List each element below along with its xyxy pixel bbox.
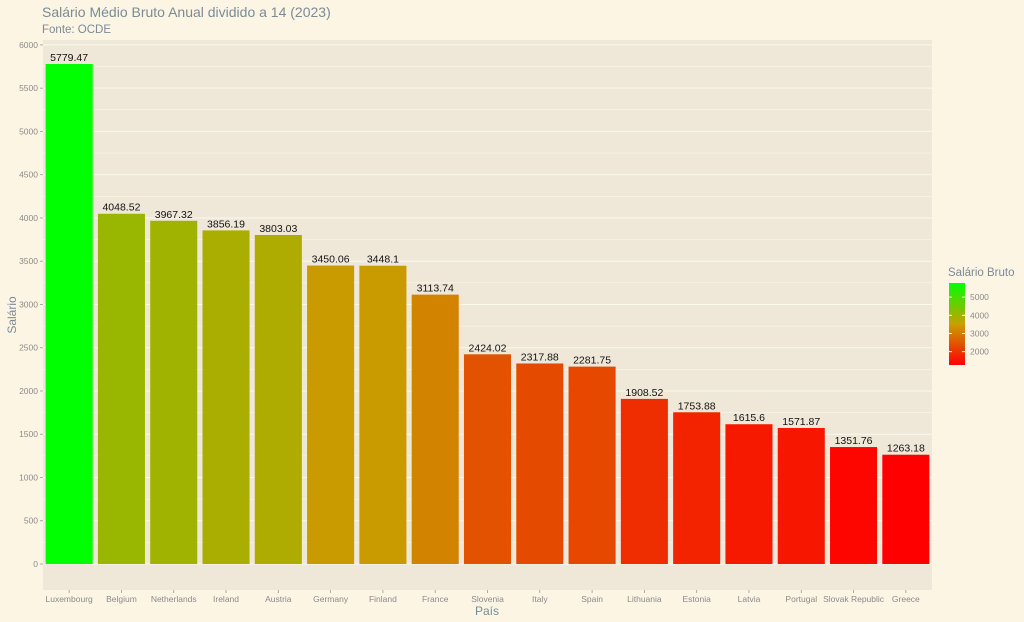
x-tick-label: Finland bbox=[369, 594, 397, 604]
y-tick-label: 4000 bbox=[19, 213, 38, 223]
data-label: 3450.06 bbox=[312, 254, 350, 266]
data-label: 3856.19 bbox=[207, 218, 245, 230]
data-label: 5779.47 bbox=[50, 52, 88, 64]
bar-finland bbox=[359, 265, 407, 564]
legend-tick-label: 4000 bbox=[970, 310, 989, 320]
y-tick-label: 500 bbox=[24, 516, 38, 526]
x-tick-label: Germany bbox=[313, 594, 349, 604]
bar-latvia bbox=[725, 424, 773, 564]
color-legend: Salário Bruto 2000 3000 4000 5000 bbox=[948, 267, 1014, 365]
chart-subtitle: Fonte: OCDE bbox=[42, 24, 111, 36]
y-tick-label: 3500 bbox=[19, 256, 38, 266]
y-axis-title: Salário bbox=[5, 296, 19, 334]
data-label: 1263.18 bbox=[887, 443, 925, 455]
x-tick-label: Slovenia bbox=[471, 594, 504, 604]
data-label: 4048.52 bbox=[102, 202, 140, 214]
y-tick-label: 0 bbox=[33, 559, 38, 569]
bar-spain bbox=[568, 366, 616, 564]
x-tick-label: Lithuania bbox=[627, 594, 662, 604]
bar-greece bbox=[882, 454, 930, 564]
y-tick-label: 3000 bbox=[19, 299, 38, 309]
y-tick-label: 1000 bbox=[19, 472, 38, 482]
bar-netherlands bbox=[150, 220, 198, 564]
x-tick-label: Belgium bbox=[106, 594, 137, 604]
data-label: 1571.87 bbox=[782, 416, 820, 428]
data-label: 1615.6 bbox=[733, 412, 765, 424]
legend-tick-label: 2000 bbox=[970, 347, 989, 357]
x-tick-label: France bbox=[422, 594, 449, 604]
bar-estonia bbox=[673, 412, 721, 564]
chart-title: Salário Médio Bruto Anual dividido a 14 … bbox=[42, 4, 331, 20]
data-label: 3113.74 bbox=[417, 283, 454, 295]
bar-ireland bbox=[202, 230, 250, 564]
bar-belgium bbox=[97, 213, 145, 565]
y-tick-label: 6000 bbox=[19, 40, 38, 50]
bar-lithuania bbox=[620, 398, 668, 564]
bar-portugal bbox=[777, 428, 825, 564]
data-label: 2281.75 bbox=[573, 355, 611, 367]
bar-france bbox=[411, 294, 459, 564]
legend-tick-label: 3000 bbox=[970, 328, 989, 338]
data-label: 3448.1 bbox=[367, 254, 399, 266]
data-label: 1351.76 bbox=[835, 435, 873, 447]
bar-slovenia bbox=[463, 354, 512, 564]
data-label: 1753.88 bbox=[678, 400, 716, 412]
legend-ticks: 2000 3000 4000 5000 bbox=[949, 292, 989, 357]
x-tick-label: Luxembourg bbox=[46, 594, 94, 604]
x-tick-label: Latvia bbox=[738, 594, 761, 604]
legend-tick-label: 5000 bbox=[970, 292, 989, 302]
y-tick-label: 5000 bbox=[19, 126, 38, 136]
x-tick-label: Netherlands bbox=[151, 594, 197, 604]
legend-title: Salário Bruto bbox=[948, 267, 1014, 279]
bar-austria bbox=[254, 234, 302, 565]
data-label: 1908.52 bbox=[625, 387, 663, 399]
x-tick-label: Italy bbox=[532, 594, 548, 604]
y-tick-label: 1500 bbox=[19, 429, 38, 439]
x-tick-label: Greece bbox=[892, 594, 920, 604]
data-labels: 5779.47 4048.52 3967.32 3856.19 3803.03 3450.… bbox=[50, 52, 925, 455]
data-label: 3803.03 bbox=[259, 223, 297, 235]
bar-slovak-republic bbox=[830, 447, 878, 564]
y-tick-label: 2500 bbox=[19, 343, 38, 353]
x-axis: Luxembourg Belgium Netherlands Ireland Austr… bbox=[46, 590, 920, 604]
x-tick-label: Portugal bbox=[785, 594, 817, 604]
bar-germany bbox=[307, 265, 355, 564]
y-tick-label: 4500 bbox=[19, 170, 38, 180]
x-tick-label: Estonia bbox=[682, 594, 711, 604]
bars bbox=[45, 64, 930, 565]
x-tick-label: Austria bbox=[265, 594, 292, 604]
legend-colorbar bbox=[949, 283, 965, 365]
data-label: 2424.02 bbox=[469, 342, 507, 354]
x-axis-title: País bbox=[475, 604, 499, 618]
y-tick-label: 5500 bbox=[19, 83, 38, 93]
x-tick-label: Slovak Republic bbox=[823, 594, 885, 604]
y-axis: 0 500 1000 1500 2000 2500 3000 3500 4000 4500 5000… bbox=[19, 40, 43, 569]
data-label: 3967.32 bbox=[155, 209, 193, 221]
bar-luxembourg bbox=[45, 64, 93, 564]
bar-italy bbox=[516, 363, 564, 564]
x-tick-label: Ireland bbox=[213, 594, 239, 604]
y-tick-label: 2000 bbox=[19, 386, 38, 396]
data-label: 2317.88 bbox=[521, 351, 559, 363]
x-tick-label: Spain bbox=[581, 594, 603, 604]
